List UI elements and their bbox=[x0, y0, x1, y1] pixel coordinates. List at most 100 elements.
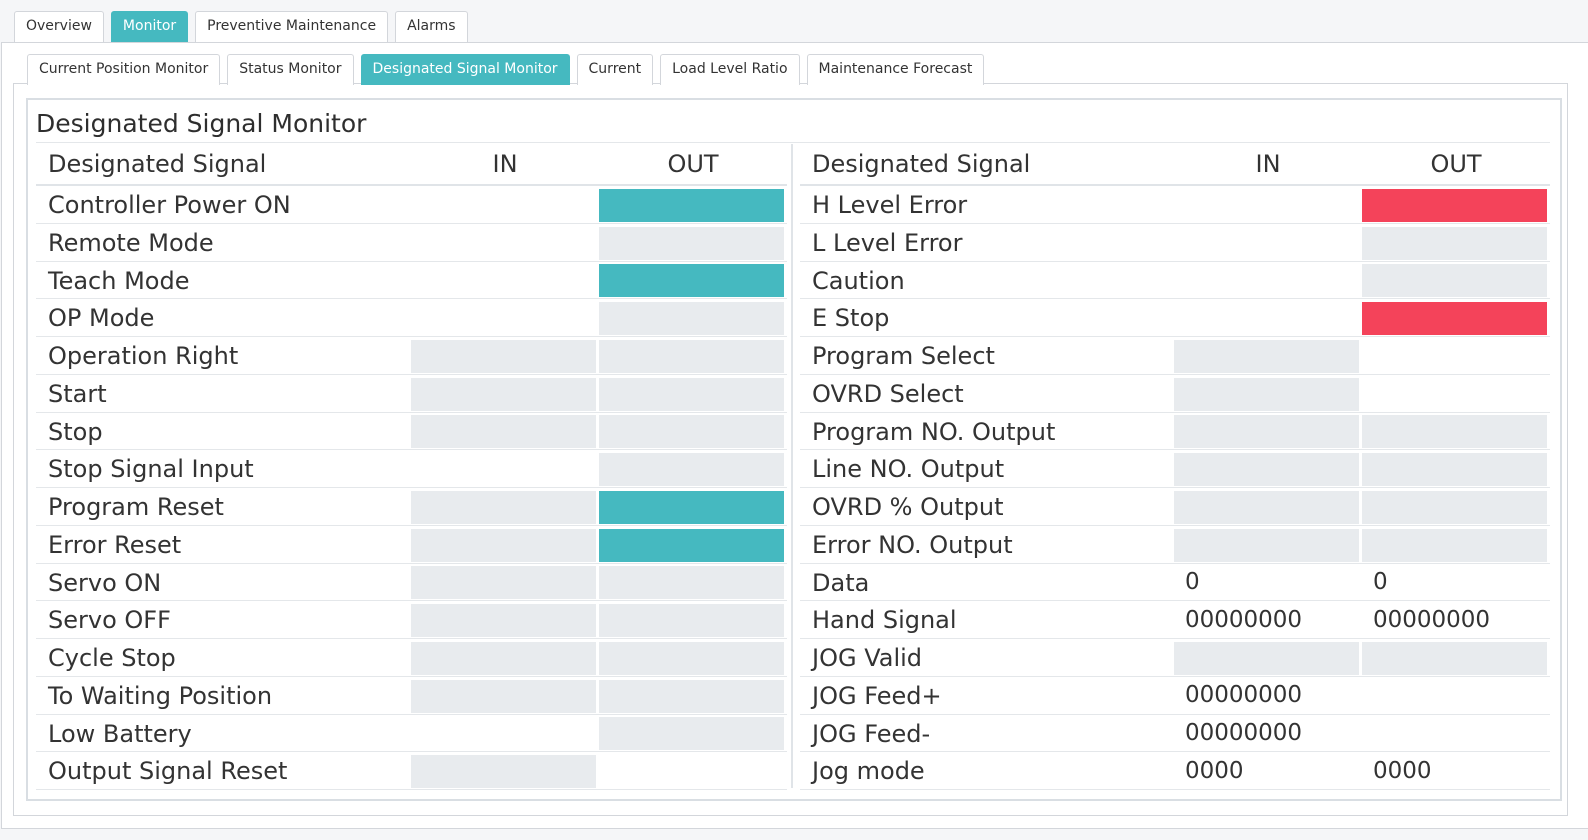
signal-out-cell bbox=[599, 299, 787, 336]
main-tab-bar: Overview Monitor Preventive Maintenance Ala… bbox=[14, 11, 468, 42]
signal-in-cell bbox=[411, 564, 599, 601]
signal-out-cell bbox=[599, 715, 787, 752]
subtab-current-position-monitor[interactable]: Current Position Monitor bbox=[27, 54, 221, 85]
signal-out-cell bbox=[1362, 526, 1550, 563]
tab-overview[interactable]: Overview bbox=[14, 11, 104, 42]
signal-row-output-signal-reset: Output Signal Reset bbox=[36, 752, 787, 790]
signal-out-cell bbox=[1362, 337, 1550, 374]
signal-out-cell bbox=[1362, 262, 1550, 299]
signal-name: JOG Valid bbox=[812, 644, 923, 672]
signal-out-cell bbox=[599, 601, 787, 638]
subtab-current[interactable]: Current bbox=[576, 54, 654, 85]
signal-in-indicator-off bbox=[411, 339, 596, 373]
signal-in-cell bbox=[411, 224, 599, 261]
signal-out-indicator-on bbox=[599, 188, 784, 222]
signal-row-data: Data 0 0 bbox=[800, 564, 1550, 602]
signal-in-cell: 00000000 bbox=[1174, 601, 1362, 638]
signal-in-indicator-off bbox=[411, 415, 596, 449]
table-header: Designated Signal IN OUT bbox=[36, 144, 787, 186]
signal-in-cell bbox=[411, 186, 599, 223]
signal-row-low-battery: Low Battery bbox=[36, 715, 787, 753]
signal-name: L Level Error bbox=[812, 228, 963, 257]
signal-in-cell bbox=[411, 375, 599, 412]
signal-in-indicator-off bbox=[1174, 415, 1359, 449]
signal-in-value: 00000000 bbox=[1185, 719, 1303, 746]
signal-out-cell bbox=[1362, 413, 1550, 450]
signal-name: Servo OFF bbox=[48, 606, 171, 635]
signal-name: Jog mode bbox=[812, 757, 925, 786]
signal-row-jog-valid: JOG Valid bbox=[800, 639, 1550, 677]
right-signal-table: Designated Signal IN OUT H Level Error L Lev… bbox=[800, 144, 1550, 790]
signal-in-cell: 00000000 bbox=[1174, 677, 1362, 714]
signal-out-indicator-off bbox=[1362, 453, 1547, 487]
subtab-maintenance-forecast[interactable]: Maintenance Forecast bbox=[806, 54, 985, 85]
signal-name: Output Signal Reset bbox=[48, 757, 288, 786]
signal-row-ovrd-output: OVRD % Output bbox=[800, 488, 1550, 526]
signal-out-indicator-off bbox=[1362, 641, 1547, 675]
signal-in-indicator-off bbox=[411, 490, 596, 524]
signal-name: Remote Mode bbox=[48, 228, 214, 257]
signal-in-indicator-off bbox=[411, 566, 596, 600]
tab-monitor[interactable]: Monitor bbox=[110, 11, 189, 42]
signal-name: Servo ON bbox=[48, 568, 162, 597]
signal-in-cell bbox=[1174, 450, 1362, 487]
signal-row-line-no-output: Line NO. Output bbox=[800, 450, 1550, 488]
signal-out-indicator-on bbox=[599, 490, 784, 524]
tab-preventive-maintenance[interactable]: Preventive Maintenance bbox=[195, 11, 389, 42]
signal-out-cell bbox=[1362, 639, 1550, 676]
signal-out-value: 0000 bbox=[1373, 757, 1432, 784]
signal-in-cell bbox=[411, 413, 599, 450]
signal-in-cell: 0 bbox=[1174, 564, 1362, 601]
signal-out-indicator-off bbox=[599, 641, 784, 675]
signal-in-cell: 00000000 bbox=[1174, 715, 1362, 752]
signal-name: Program Reset bbox=[48, 493, 224, 521]
signal-in-cell bbox=[1174, 186, 1362, 223]
subtab-designated-signal-monitor[interactable]: Designated Signal Monitor bbox=[360, 54, 570, 85]
signal-in-cell bbox=[1174, 224, 1362, 261]
signal-out-cell bbox=[599, 262, 787, 299]
signal-out-cell bbox=[599, 450, 787, 487]
signal-out-cell bbox=[599, 639, 787, 676]
signal-out-cell bbox=[1362, 677, 1550, 714]
signal-name: Hand Signal bbox=[812, 606, 957, 635]
signal-out-indicator-off bbox=[599, 302, 784, 336]
subtab-load-level-ratio[interactable]: Load Level Ratio bbox=[660, 54, 800, 85]
signal-row-jog-mode: Jog mode 0000 0000 bbox=[800, 752, 1550, 790]
signal-row-start: Start bbox=[36, 375, 787, 413]
header-in: IN bbox=[492, 150, 518, 178]
signal-out-indicator-off bbox=[599, 415, 784, 449]
signal-row-l-level-error: L Level Error bbox=[800, 224, 1550, 262]
left-signal-table: Designated Signal IN OUT Controller Power O… bbox=[36, 144, 787, 790]
signal-in-cell bbox=[411, 752, 599, 789]
signal-out-cell bbox=[599, 224, 787, 261]
signal-in-cell bbox=[411, 262, 599, 299]
signal-row-error-reset: Error Reset bbox=[36, 526, 787, 564]
signal-in-cell bbox=[1174, 488, 1362, 525]
signal-name: Low Battery bbox=[48, 719, 192, 748]
signal-out-cell bbox=[1362, 715, 1550, 752]
signal-name: JOG Feed- bbox=[812, 719, 931, 748]
signal-row-h-level-error: H Level Error bbox=[800, 186, 1550, 224]
signal-out-cell bbox=[599, 488, 787, 525]
signal-out-cell bbox=[1362, 450, 1550, 487]
signal-name: Operation Right bbox=[48, 342, 239, 370]
signal-out-indicator-off bbox=[599, 453, 784, 487]
header-out: OUT bbox=[667, 150, 719, 178]
signal-out-indicator-off bbox=[599, 339, 784, 373]
signal-row-servo-on: Servo ON bbox=[36, 564, 787, 602]
column-divider bbox=[791, 144, 793, 788]
subtab-status-monitor[interactable]: Status Monitor bbox=[227, 54, 354, 85]
signal-in-indicator-off bbox=[1174, 490, 1359, 524]
signal-out-indicator-err bbox=[1362, 302, 1547, 336]
signal-row-controller-power-on: Controller Power ON bbox=[36, 186, 787, 224]
signal-name: Start bbox=[48, 379, 107, 408]
signal-name: OP Mode bbox=[48, 304, 155, 333]
signal-row-caution: Caution bbox=[800, 262, 1550, 300]
signal-out-cell bbox=[599, 526, 787, 563]
tab-alarms[interactable]: Alarms bbox=[395, 11, 468, 42]
signal-row-op-mode: OP Mode bbox=[36, 299, 787, 337]
signal-row-remote-mode: Remote Mode bbox=[36, 224, 787, 262]
signal-out-cell bbox=[599, 677, 787, 714]
signal-row-program-select: Program Select bbox=[800, 337, 1550, 375]
signal-in-cell bbox=[411, 715, 599, 752]
